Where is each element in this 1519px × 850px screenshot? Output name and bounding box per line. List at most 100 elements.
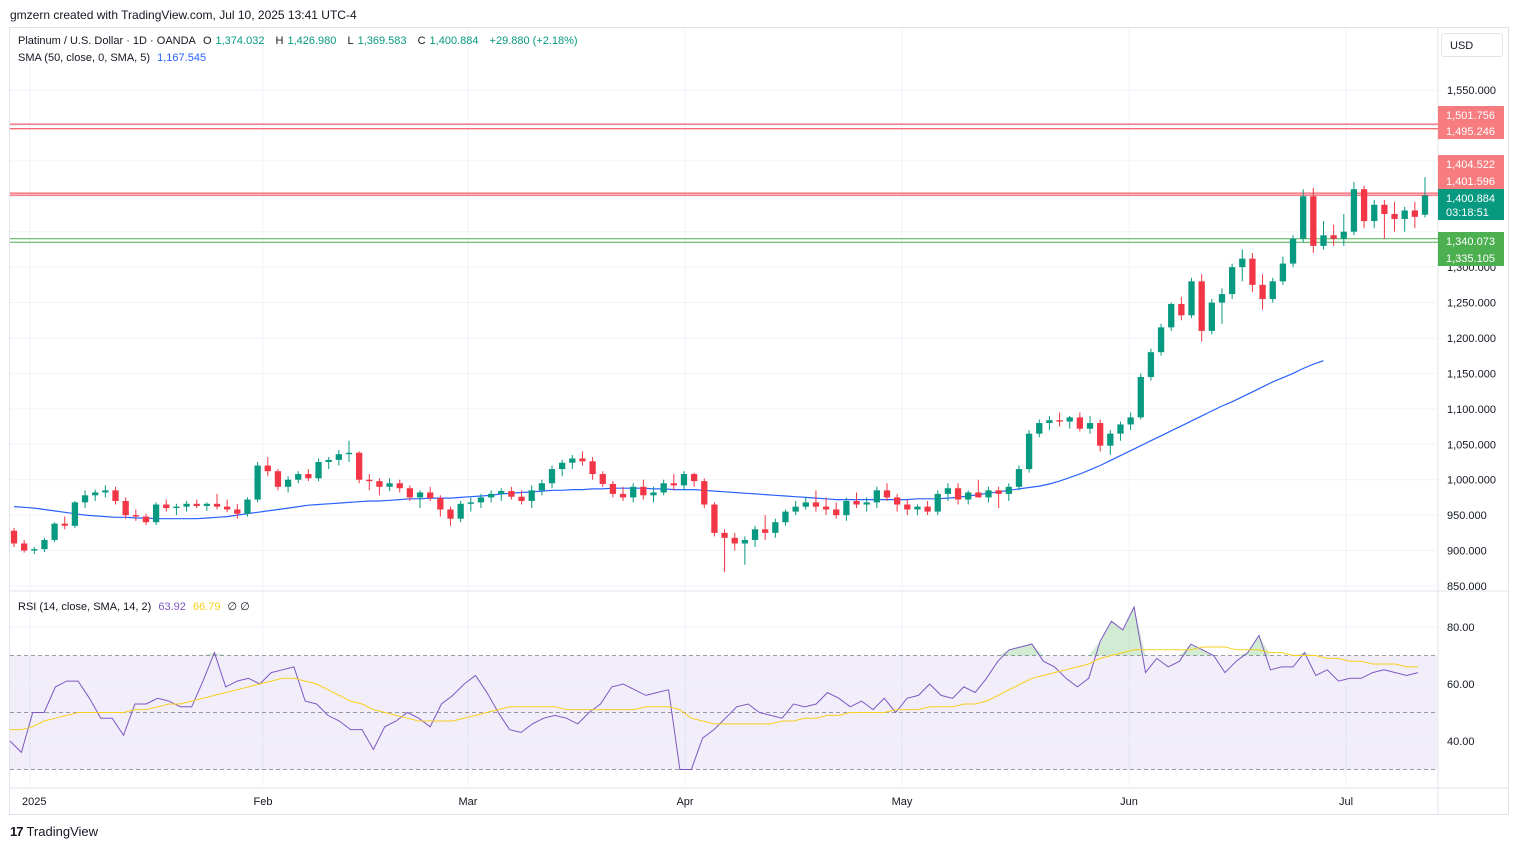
price-label-text: 1,501.756 (1446, 110, 1495, 122)
candle-body (203, 503, 211, 506)
price-y-tick: 1,150.000 (1447, 368, 1496, 380)
candle-body (325, 459, 332, 462)
candle-body (822, 506, 830, 510)
candle-body (366, 479, 373, 482)
candle-body (1086, 423, 1094, 429)
candle-body (71, 502, 79, 526)
candle-body (1310, 196, 1317, 246)
price-label-box (1438, 249, 1504, 266)
chart-frame (9, 27, 1509, 815)
tradingview-footer[interactable]: 17 TradingView (10, 824, 98, 839)
sma-value: 1,167.545 (157, 52, 207, 64)
candle-body (1320, 235, 1327, 246)
x-tick-label: Mar (459, 796, 478, 808)
price-label-text: 1,495.246 (1446, 126, 1495, 138)
candle-body (975, 492, 982, 498)
candle-body (619, 493, 627, 498)
rsi-overbought-fill (1088, 607, 1146, 656)
candle-body (416, 492, 424, 498)
candle-body (1411, 210, 1418, 217)
candle-body (447, 509, 454, 519)
rsi-overbought-fill (1293, 652, 1316, 656)
candle-body (1046, 420, 1053, 424)
candle-body (284, 479, 292, 487)
candle-body (843, 500, 850, 516)
price-legend: Platinum / U.S. Dollar · 1D · OANDA O 1,3… (18, 35, 582, 47)
candle-body (579, 458, 586, 462)
candle-body (1097, 423, 1104, 446)
rsi-legend[interactable]: RSI (14, close, SMA, 14, 2) 63.92 66.79 … (18, 600, 254, 613)
candle-body (1381, 204, 1388, 214)
candle-body (305, 474, 312, 479)
candle-body (193, 503, 200, 506)
candle-body (762, 529, 769, 533)
change-value: +29.880 (+2.18%) (489, 35, 578, 47)
candle-body (112, 490, 119, 501)
candle-body (944, 488, 952, 494)
candle-body (315, 462, 322, 479)
candle-body (1350, 189, 1358, 232)
price-y-tick: 950.000 (1447, 510, 1487, 522)
candle-body (1218, 294, 1226, 303)
candle-body (81, 495, 89, 503)
candle-body (31, 549, 38, 551)
candle-body (1208, 302, 1215, 331)
candle-body (792, 506, 799, 512)
tradingview-logo-icon: 17 (10, 824, 24, 839)
candle-body (1289, 238, 1297, 264)
candle-body (1279, 263, 1287, 282)
candle-body (518, 496, 525, 501)
candle-body (51, 523, 58, 540)
candle-body (1056, 420, 1063, 422)
rsi-ma-value: 66.79 (192, 601, 221, 613)
candle-body (498, 491, 505, 494)
symbol-label[interactable]: Platinum / U.S. Dollar · 1D · OANDA (18, 35, 196, 47)
candle-body (61, 523, 68, 526)
candle-body (954, 488, 962, 500)
candle-body (406, 488, 414, 498)
price-label-box (1438, 232, 1504, 249)
price-label-box (1438, 203, 1504, 220)
candle-body (690, 474, 698, 482)
candle-body (1188, 281, 1195, 316)
x-tick-label: Jul (1339, 796, 1353, 808)
currency-selector[interactable]: USD (1441, 33, 1503, 57)
sma-label: SMA (50, close, 0, SMA, 5) (18, 52, 151, 64)
candle-body (1107, 433, 1114, 446)
candle-body (173, 506, 180, 509)
candle-body (234, 509, 241, 514)
candle-body (376, 481, 383, 487)
candle-body (21, 543, 28, 551)
candle-body (1178, 303, 1185, 316)
candle-body (853, 500, 860, 505)
price-y-tick: 1,200.000 (1447, 333, 1496, 345)
candle-body (132, 515, 139, 517)
candle-body (1228, 267, 1236, 295)
rsi-y-tick: 40.00 (1447, 736, 1475, 748)
candle-body (1157, 327, 1165, 353)
price-label-box (1438, 172, 1504, 189)
candle-body (528, 490, 535, 501)
candle-body (1259, 284, 1266, 300)
rsi-label: RSI (14, close, SMA, 14, 2) (18, 601, 152, 613)
candle-body (508, 491, 515, 497)
rsi-overbought-fill (1179, 644, 1214, 656)
candle-body (995, 490, 1002, 494)
candle-body (802, 502, 809, 507)
sma-legend[interactable]: SMA (50, close, 0, SMA, 5) 1,167.545 (18, 52, 210, 64)
candle-body (224, 506, 231, 510)
candle-body (985, 490, 992, 498)
low-value: L 1,369.583 (347, 35, 407, 47)
x-tick-label: Jun (1120, 796, 1138, 808)
brand-label: TradingView (26, 824, 99, 839)
candle-body (772, 522, 779, 533)
candle-body (1025, 433, 1033, 470)
candle-body (741, 539, 749, 544)
candle-body (355, 452, 363, 480)
candle-body (487, 493, 495, 498)
candle-body (1036, 423, 1043, 434)
candle-body (609, 483, 617, 494)
candle-body (1360, 189, 1368, 222)
x-tick-label: 2025 (22, 796, 46, 808)
